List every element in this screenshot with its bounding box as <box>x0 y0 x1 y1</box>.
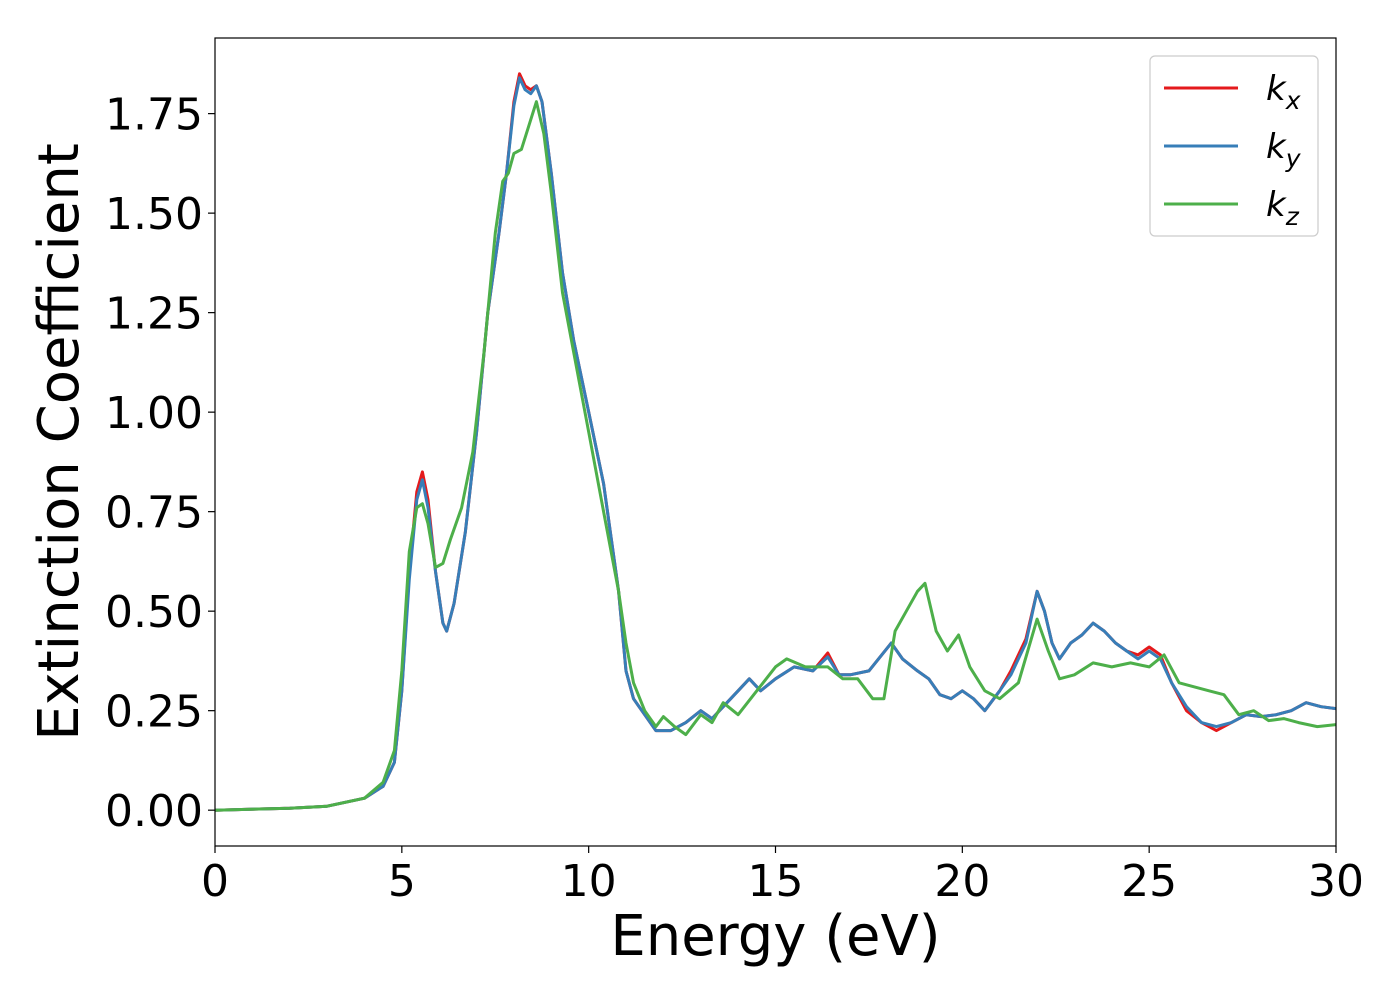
y-tick-label: 0.00 <box>105 786 203 837</box>
series-line-ky <box>215 76 1336 812</box>
series-layer <box>215 72 1336 812</box>
legend-label-kx: kx <box>1266 69 1301 115</box>
x-tick-label: 0 <box>201 856 229 907</box>
x-tick-label: 20 <box>934 856 990 907</box>
x-tick-label: 15 <box>748 856 804 907</box>
x-tick-label: 25 <box>1121 856 1177 907</box>
y-tick-label: 1.50 <box>105 189 203 240</box>
y-tick-label: 0.75 <box>105 488 203 539</box>
x-axis-label: Energy (eV) <box>610 904 940 969</box>
y-tick-label: 0.50 <box>105 587 203 638</box>
y-axis-label: Extinction Coefficient <box>27 143 92 741</box>
axes-layer: 0 5 10 15 20 25 30 0.00 0.25 0.50 0.75 1.00 1.25 1.50… <box>105 37 1364 907</box>
x-tick-label: 30 <box>1308 856 1364 907</box>
y-tick-label: 1.25 <box>105 289 203 340</box>
legend-label-ky: ky <box>1266 127 1302 173</box>
x-tick-label: 5 <box>388 856 416 907</box>
y-tick-label: 0.25 <box>105 687 203 738</box>
x-tick-label: 10 <box>561 856 617 907</box>
legend-label-kz: kz <box>1266 185 1300 231</box>
y-tick-label: 1.00 <box>105 388 203 439</box>
series-line-kz <box>215 100 1336 812</box>
legend: kx ky kz <box>1149 55 1319 237</box>
y-tick-label: 1.75 <box>105 90 203 141</box>
